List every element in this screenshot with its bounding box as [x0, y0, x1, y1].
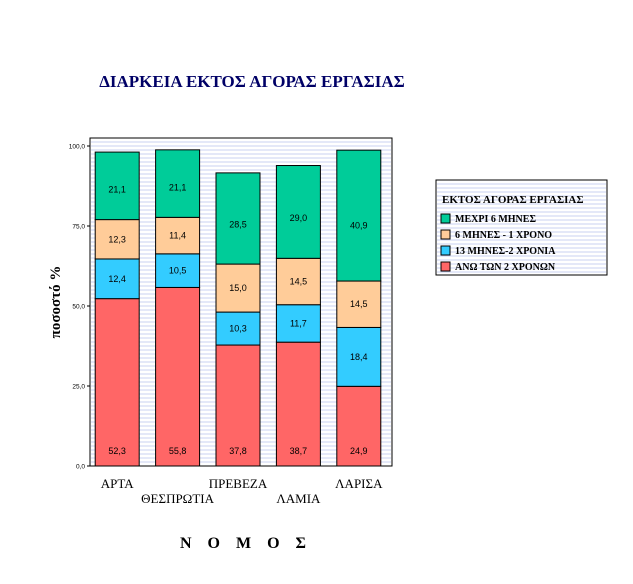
category-label: ΑΡΤΑ: [101, 476, 135, 491]
bar-segment: [94, 258, 140, 300]
bar-segment: [336, 326, 382, 387]
data-label: 12,4: [108, 274, 126, 284]
y-tick-label: 75,0: [72, 224, 85, 231]
data-label: 21,1: [108, 185, 126, 195]
data-label: 24,9: [350, 446, 368, 456]
category-label: ΠΡΕΒΕΖΑ: [209, 476, 268, 491]
data-label: 28,5: [229, 220, 247, 230]
bar-segment: [94, 298, 140, 467]
legend-swatch: [440, 213, 451, 224]
legend-item: 6 ΜΗΝΕΣ - 1 ΧΡΟΝΟ: [440, 229, 552, 241]
y-tick-label: 50,0: [72, 304, 85, 311]
y-axis-title: ποσοστό %: [48, 266, 64, 339]
bar-segment: [336, 149, 382, 282]
legend-swatch: [440, 245, 451, 256]
legend-swatch: [440, 229, 451, 240]
bar-segment: [275, 165, 321, 259]
legend-item: ΜΕΧΡΙ 6 ΜΗΝΕΣ: [440, 213, 536, 225]
bar-segment: [275, 341, 321, 467]
legend-title: ΕΚΤΟΣ ΑΓΟΡΑΣ ΕΡΓΑΣΙΑΣ: [442, 194, 584, 206]
legend-item: ΑΝΩ ΤΩΝ 2 ΧΡΟΝΩΝ: [440, 261, 556, 273]
bars: [94, 149, 382, 467]
y-tick-label: 100,0: [69, 144, 86, 151]
data-label: 15,0: [229, 283, 247, 293]
data-label: 11,7: [290, 318, 307, 328]
bar-segment: [215, 344, 261, 467]
legend-label: 6 ΜΗΝΕΣ - 1 ΧΡΟΝΟ: [455, 230, 552, 241]
y-tick-label: 0,0: [76, 464, 85, 471]
bar-segment: [155, 286, 201, 467]
data-label: 38,7: [290, 446, 308, 456]
data-label: 10,5: [169, 266, 187, 276]
data-label: 11,4: [169, 231, 186, 241]
bar-segment: [155, 216, 201, 255]
bar-segment: [215, 263, 261, 313]
bar-segment: [94, 219, 140, 260]
category-label: ΘΕΣΠΡΩΤΙΑ: [141, 491, 214, 506]
bar-segment: [215, 311, 261, 346]
x-axis-title: Ν Ο Μ Ο Σ: [180, 535, 312, 552]
legend-label: ΜΕΧΡΙ 6 ΜΗΝΕΣ: [455, 214, 536, 225]
y-tick-label: 25,0: [72, 384, 85, 391]
legend-item: 13 ΜΗΝΕΣ-2 ΧΡΟΝΙΑ: [440, 245, 556, 257]
data-label: 12,3: [108, 234, 126, 244]
bar-segment: [336, 280, 382, 328]
data-label: 55,8: [169, 446, 187, 456]
bar-segment: [155, 253, 201, 288]
data-label: 10,3: [229, 324, 247, 334]
legend-label: ΑΝΩ ΤΩΝ 2 ΧΡΟΝΩΝ: [455, 262, 556, 273]
category-label: ΛΑΜΙΑ: [276, 491, 321, 506]
data-label: 29,0: [290, 213, 308, 223]
bar-segment: [215, 172, 261, 265]
legend: ΕΚΤΟΣ ΑΓΟΡΑΣ ΕΡΓΑΣΙΑΣ ΜΕΧΡΙ 6 ΜΗΝΕΣ 6 ΜΗΝ…: [435, 179, 608, 276]
y-axis: 0,0 25,0 50,0 75,0 100,0: [69, 144, 90, 471]
legend-swatch: [440, 261, 451, 272]
data-label: 21,1: [169, 182, 187, 192]
bar-segment: [94, 151, 140, 221]
legend-label: 13 ΜΗΝΕΣ-2 ΧΡΟΝΙΑ: [455, 246, 556, 257]
bar-segment: [155, 149, 201, 218]
data-label: 14,5: [290, 277, 308, 287]
data-label: 52,3: [108, 446, 126, 456]
data-label: 14,5: [350, 299, 368, 309]
data-label: 18,4: [350, 352, 368, 362]
category-label: ΛΑΡΙΣΑ: [335, 476, 383, 491]
data-labels: 52,3 12,4 12,3 21,1 55,8 10,5 11,4 21,1 37,8 10,3…: [108, 182, 367, 456]
data-label: 40,9: [350, 221, 368, 231]
chart-title: ΔΙΑΡΚΕΙΑ ΕΚΤΟΣ ΑΓΟΡΑΣ ΕΡΓΑΣΙΑΣ: [99, 72, 405, 91]
data-label: 37,8: [229, 446, 247, 456]
